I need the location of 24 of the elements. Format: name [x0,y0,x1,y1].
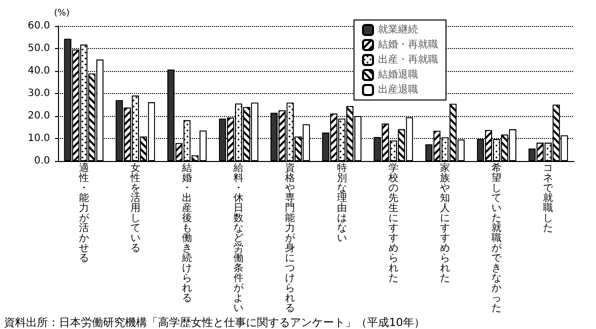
y-tick-label: 30.0 [28,88,50,99]
category-label: 資格や専門能力が身につけられる [285,163,296,314]
legend-label: 出産退職 [378,84,418,96]
legend-label: 出産・再就職 [378,54,438,66]
y-tick-label: 40.0 [28,66,50,76]
y-tick-label: 60.0 [28,20,50,32]
x-tick-label: コネで就職した [543,163,554,234]
legend-label: 結婚退職 [377,68,418,80]
category-label: 希望していた就職ができなかった [492,163,502,314]
x-tick-label: 特別な理由はない [336,163,347,244]
y-tick-label: 50.0 [28,43,50,54]
category-label: 学校の先生にすすめられた [388,163,398,284]
category-label: 給料・休日数など労働条件がよい [234,163,244,314]
text: 資料出所：日本労働研究機構「高学歴女性と仕事に関するアンケート」（平成10年） [4,316,425,329]
category-label: 結婚・出産後も働き続けられる [182,163,192,304]
y-tick-label: 10.0 [28,133,50,144]
y-tick-label: 20.0 [28,110,50,122]
legend-label: 結婚・再就職 [377,38,438,50]
category-label: 女性を活用している [130,163,140,254]
y-axis-title: (%) [54,8,70,18]
category-label: 適性・能力が活かせる [78,163,89,264]
category-label: 家族や知人にすすめられた [440,163,450,284]
legend-label: 就業継続 [378,24,418,36]
y-tick-label: 0.0 [34,156,50,166]
